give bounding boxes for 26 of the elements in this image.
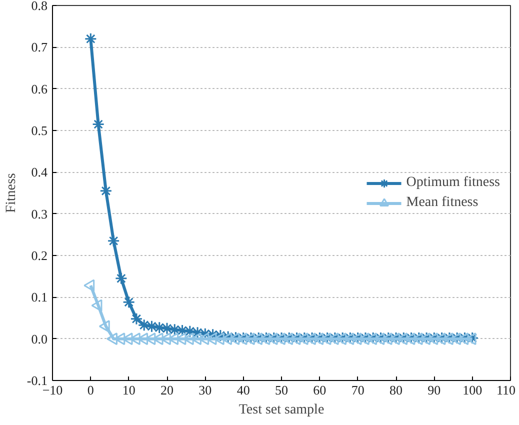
x-tick-label: 0 [87, 382, 94, 398]
x-axis-title: Test set sample [238, 402, 324, 418]
x-tick-label: 10 [122, 382, 136, 398]
y-tick-label: 0.2 [31, 248, 48, 263]
y-tick-label: 0.3 [31, 206, 48, 222]
x-tick-label: 20 [160, 382, 174, 398]
y-tick-label: 0.0 [31, 331, 48, 346]
y-tick-label: -0.1 [26, 373, 48, 388]
x-tick-label: 100 [462, 382, 482, 398]
y-tick-label: 0.7 [31, 40, 48, 55]
x-tick-label: 40 [236, 382, 250, 398]
y-tick-label: 0.1 [31, 290, 48, 305]
legend-label: Optimum fitness [406, 174, 500, 190]
x-tick-label: 90 [428, 382, 441, 398]
x-tick-label: 70 [351, 382, 364, 398]
x-tick-label: 80 [390, 382, 402, 398]
y-tick-label: 0.8 [31, 0, 48, 13]
x-tick-label: 50 [275, 382, 288, 398]
x-tick-label: 110 [496, 382, 516, 398]
x-tick-label: 60 [313, 382, 326, 398]
y-tick-label: 0.5 [31, 123, 48, 138]
x-tick-label: 30 [198, 382, 212, 398]
legend-label: Mean fitness [406, 194, 478, 210]
y-tick-label: 0.6 [31, 81, 48, 96]
y-tick-label: 0.4 [31, 164, 48, 180]
y-axis-title: Fitness [4, 173, 19, 213]
